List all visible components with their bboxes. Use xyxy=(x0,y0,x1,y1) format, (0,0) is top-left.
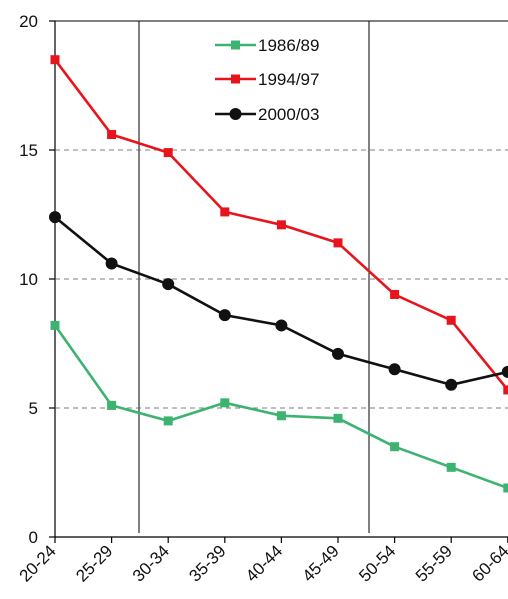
data-point xyxy=(445,378,458,391)
data-point xyxy=(333,413,343,423)
legend: 1986/89 1994/97 2000/03 xyxy=(215,36,319,124)
data-point xyxy=(163,148,173,158)
legend-label: 1994/97 xyxy=(258,70,319,89)
legend-label: 1986/89 xyxy=(258,36,319,55)
data-point xyxy=(275,319,288,332)
data-point xyxy=(501,365,508,378)
series-line xyxy=(53,324,508,490)
grid-lines xyxy=(55,149,508,409)
series-group xyxy=(49,55,508,493)
data-point xyxy=(446,315,456,325)
data-point xyxy=(388,363,401,376)
data-point xyxy=(503,385,508,395)
data-point xyxy=(276,220,286,230)
x-tick-label: 45-49 xyxy=(299,541,343,585)
data-point xyxy=(50,55,60,65)
data-point xyxy=(105,257,118,270)
data-point xyxy=(390,289,400,299)
data-point xyxy=(332,347,344,360)
x-tick-label: 35-39 xyxy=(185,541,229,585)
legend-marker xyxy=(231,40,240,50)
y-tick-label: 0 xyxy=(29,528,38,547)
legend-label: 2000/03 xyxy=(258,105,319,124)
y-axis-ticks: 0 5 10 15 20 xyxy=(19,12,55,547)
x-axis-ticks: 20-24 25-29 30-34 35-39 40-44 45-49 50-54 55-59… xyxy=(16,537,508,586)
data-point xyxy=(220,398,230,408)
y-tick-label: 10 xyxy=(19,270,38,289)
x-tick-label: 50-54 xyxy=(355,541,399,585)
series-line xyxy=(54,216,508,387)
x-tick-label: 40-44 xyxy=(242,541,286,585)
x-tick-label: 55-59 xyxy=(412,541,456,585)
y-tick-label: 15 xyxy=(19,141,38,160)
data-point xyxy=(333,238,343,248)
data-point xyxy=(390,442,400,452)
data-point xyxy=(50,320,60,330)
data-point xyxy=(107,130,117,140)
y-tick-label: 5 xyxy=(29,399,38,418)
legend-marker xyxy=(229,108,242,120)
data-point xyxy=(163,416,173,426)
y-tick-label: 20 xyxy=(19,12,38,31)
data-point xyxy=(49,211,61,224)
data-point xyxy=(220,207,230,217)
legend-marker xyxy=(231,74,240,84)
data-point xyxy=(162,278,175,291)
data-point xyxy=(218,309,231,322)
data-point xyxy=(446,462,456,472)
x-tick-label: 20-24 xyxy=(16,541,60,585)
data-point xyxy=(276,411,286,421)
x-tick-label: 30-34 xyxy=(129,541,173,585)
data-point xyxy=(107,400,117,410)
x-tick-label: 60-64 xyxy=(468,541,508,585)
data-point xyxy=(503,483,508,493)
x-tick-label: 25-29 xyxy=(72,541,116,585)
